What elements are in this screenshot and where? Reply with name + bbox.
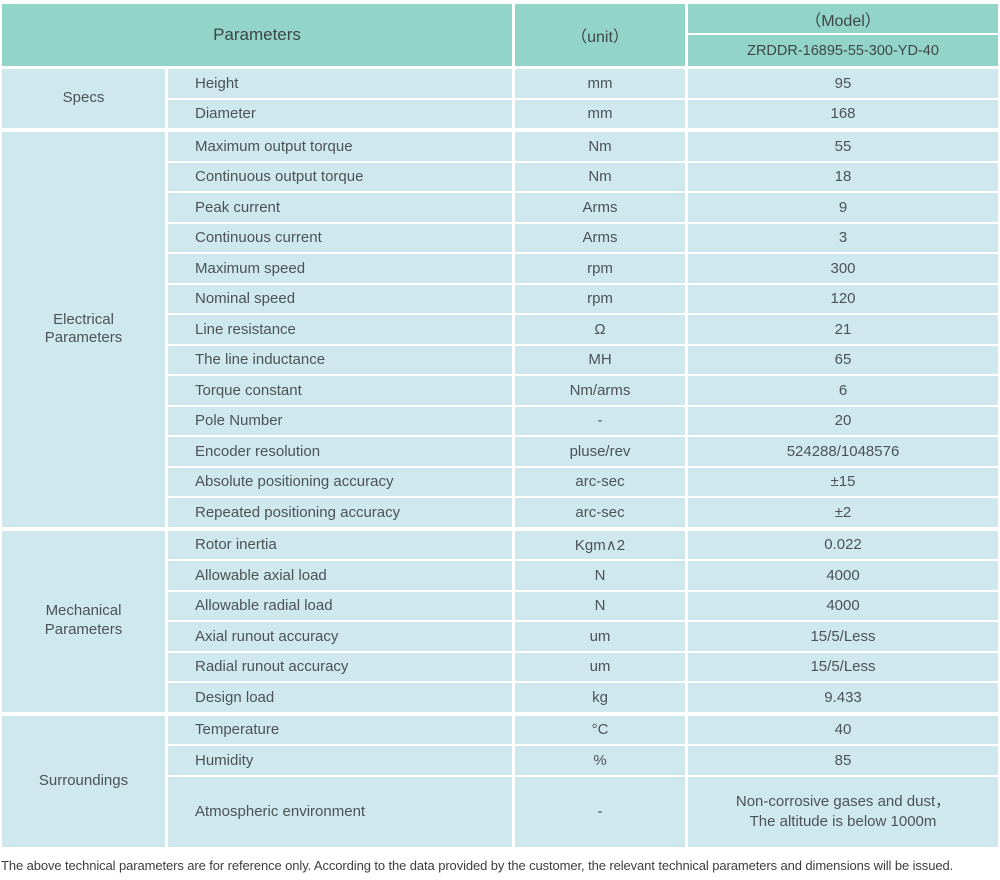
unit-cell: Ω bbox=[515, 315, 685, 344]
unit-cell: MH bbox=[515, 345, 685, 374]
value-cell: 168 bbox=[688, 99, 998, 128]
category-cell: Surroundings bbox=[2, 715, 165, 847]
unit-cell: - bbox=[515, 406, 685, 435]
category-cell: Mechanical Parameters bbox=[2, 530, 165, 712]
value-cell: 3 bbox=[688, 223, 998, 252]
unit-cell: Nm bbox=[515, 162, 685, 191]
unit-cell: % bbox=[515, 746, 685, 775]
header-parameters: Parameters bbox=[2, 4, 512, 66]
param-label-cell: Pole Number bbox=[168, 406, 512, 435]
section-electrical-parameters: Electrical Parameters Maximum output tor… bbox=[2, 132, 998, 527]
value-cell: 6 bbox=[688, 376, 998, 405]
value-cell: 65 bbox=[688, 345, 998, 374]
unit-cell: Arms bbox=[515, 223, 685, 252]
value-cell: 4000 bbox=[688, 561, 998, 590]
value-cell: Non-corrosive gases and dust， The altitu… bbox=[688, 776, 998, 847]
value-cell: 0.022 bbox=[688, 530, 998, 559]
section-specs: Specs Height mm 95 Diameter mm 168 bbox=[2, 69, 998, 128]
header-model-value: ZRDDR-16895-55-300-YD-40 bbox=[688, 35, 998, 66]
param-label-cell: Maximum speed bbox=[168, 254, 512, 283]
category-cell: Electrical Parameters bbox=[2, 132, 165, 527]
value-cell: 300 bbox=[688, 254, 998, 283]
value-cell: ±2 bbox=[688, 498, 998, 527]
param-label-cell: Allowable radial load bbox=[168, 591, 512, 620]
param-label-cell: Diameter bbox=[168, 99, 512, 128]
unit-cell: Nm bbox=[515, 132, 685, 161]
section-mechanical-parameters: Mechanical Parameters Rotor inertia Kgm∧… bbox=[2, 530, 998, 712]
section-surroundings: Surroundings Temperature °C 40 Humidity … bbox=[2, 715, 998, 847]
param-label-cell: Radial runout accuracy bbox=[168, 652, 512, 681]
category-cell: Specs bbox=[2, 69, 165, 128]
value-cell: 20 bbox=[688, 406, 998, 435]
unit-cell: Nm/arms bbox=[515, 376, 685, 405]
param-label-cell: Encoder resolution bbox=[168, 437, 512, 466]
param-label-cell: Maximum output torque bbox=[168, 132, 512, 161]
unit-cell: - bbox=[515, 776, 685, 847]
value-cell: 21 bbox=[688, 315, 998, 344]
param-label-cell: The line inductance bbox=[168, 345, 512, 374]
unit-cell: kg bbox=[515, 683, 685, 712]
unit-cell: rpm bbox=[515, 254, 685, 283]
unit-cell: mm bbox=[515, 99, 685, 128]
param-label-cell: Allowable axial load bbox=[168, 561, 512, 590]
param-label-cell: Peak current bbox=[168, 193, 512, 222]
header-model-label: （Model） bbox=[688, 4, 998, 33]
param-label-cell: Height bbox=[168, 69, 512, 98]
value-cell: ±15 bbox=[688, 467, 998, 496]
value-cell: 85 bbox=[688, 746, 998, 775]
value-cell: 120 bbox=[688, 284, 998, 313]
param-label-cell: Temperature bbox=[168, 715, 512, 744]
unit-cell: arc-sec bbox=[515, 498, 685, 527]
value-cell: 15/5/Less bbox=[688, 652, 998, 681]
param-label-cell: Absolute positioning accuracy bbox=[168, 467, 512, 496]
value-cell: 524288/1048576 bbox=[688, 437, 998, 466]
table-header: Parameters （unit） （Model） ZRDDR-16895-55… bbox=[2, 4, 998, 66]
unit-cell: um bbox=[515, 622, 685, 651]
param-label-cell: Torque constant bbox=[168, 376, 512, 405]
unit-cell: mm bbox=[515, 69, 685, 98]
value-cell: 9 bbox=[688, 193, 998, 222]
param-label-cell: Nominal speed bbox=[168, 284, 512, 313]
unit-cell: °C bbox=[515, 715, 685, 744]
param-label-cell: Humidity bbox=[168, 746, 512, 775]
value-cell: 18 bbox=[688, 162, 998, 191]
value-cell: 95 bbox=[688, 69, 998, 98]
unit-cell: um bbox=[515, 652, 685, 681]
footer-note: The above technical parameters are for r… bbox=[1, 857, 954, 873]
param-label-cell: Continuous output torque bbox=[168, 162, 512, 191]
parameters-table: Parameters （unit） （Model） ZRDDR-16895-55… bbox=[2, 4, 998, 847]
value-cell: 9.433 bbox=[688, 683, 998, 712]
unit-cell: N bbox=[515, 591, 685, 620]
param-label-cell: Axial runout accuracy bbox=[168, 622, 512, 651]
value-cell: 40 bbox=[688, 715, 998, 744]
param-label-cell: Line resistance bbox=[168, 315, 512, 344]
unit-cell: arc-sec bbox=[515, 467, 685, 496]
param-label-cell: Repeated positioning accuracy bbox=[168, 498, 512, 527]
param-label-cell: Atmospheric environment bbox=[168, 776, 512, 847]
param-label-cell: Design load bbox=[168, 683, 512, 712]
unit-cell: rpm bbox=[515, 284, 685, 313]
value-cell: 15/5/Less bbox=[688, 622, 998, 651]
unit-cell: pluse/rev bbox=[515, 437, 685, 466]
unit-cell: Kgm∧2 bbox=[515, 530, 685, 559]
header-unit: （unit） bbox=[515, 4, 685, 66]
value-cell: 55 bbox=[688, 132, 998, 161]
unit-cell: Arms bbox=[515, 193, 685, 222]
unit-cell: N bbox=[515, 561, 685, 590]
param-label-cell: Continuous current bbox=[168, 223, 512, 252]
value-cell: 4000 bbox=[688, 591, 998, 620]
param-label-cell: Rotor inertia bbox=[168, 530, 512, 559]
